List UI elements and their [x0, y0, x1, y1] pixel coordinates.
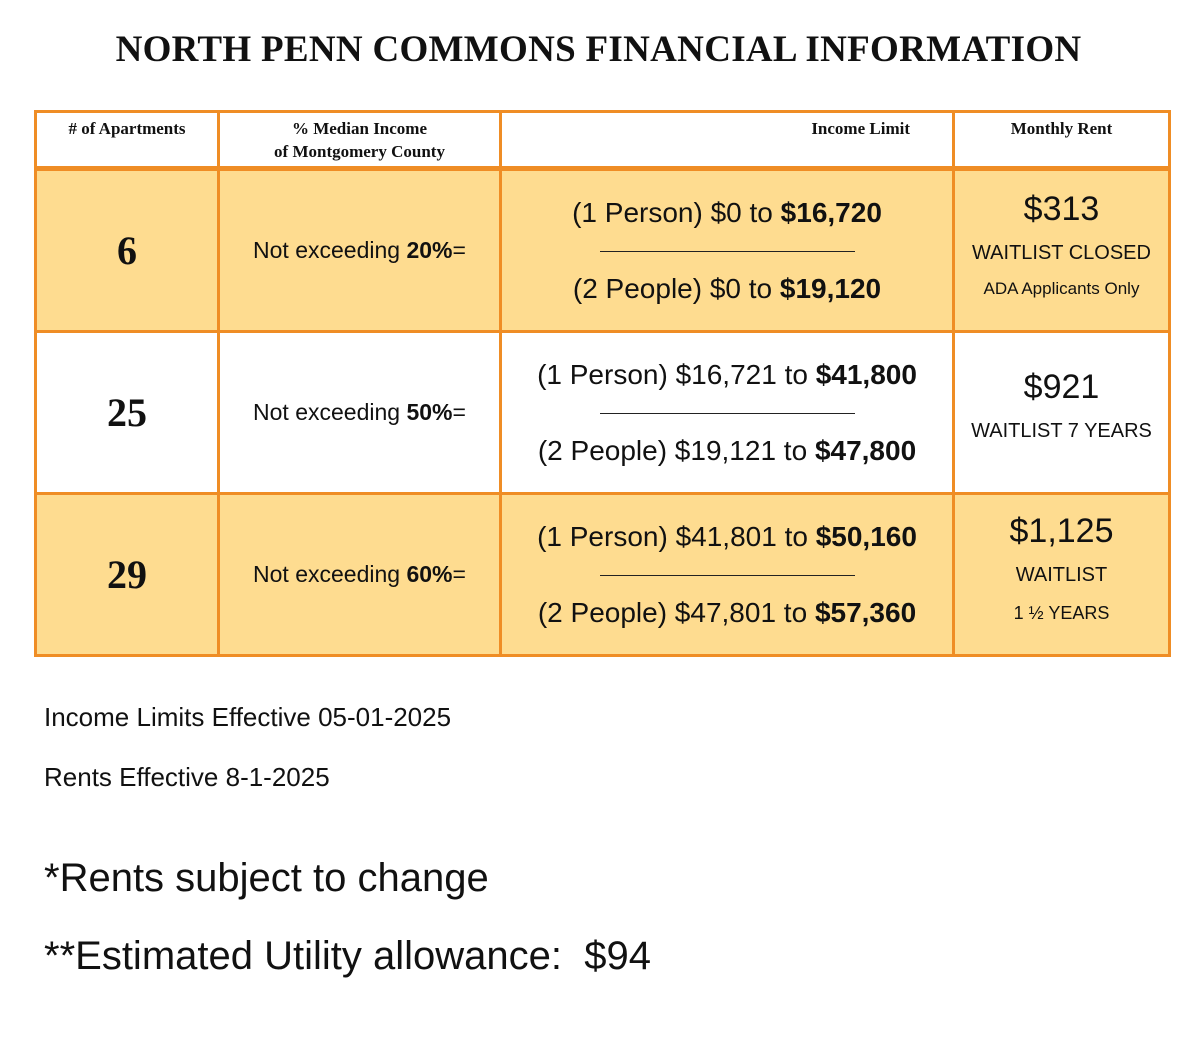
table-row: 29 Not exceeding 60%= (1 Person) $41,801…: [34, 492, 1171, 657]
one-person-max: $16,720: [780, 196, 882, 228]
two-people-limit: (2 People) $19,121 to $47,800: [502, 433, 952, 469]
rents-effective: Rents Effective 8-1-2025: [44, 762, 330, 792]
apartments-count: 6: [34, 167, 220, 333]
waitlist-note: ADA Applicants Only: [983, 278, 1140, 298]
one-person-limit: (1 Person) $41,801 to $50,160: [502, 519, 952, 555]
two-people-limit: (2 People) $47,801 to $57,360: [502, 595, 952, 631]
header-income-limit: Income Limit: [499, 110, 955, 170]
median-percent: Not exceeding 60%=: [217, 492, 502, 657]
two-people-prefix: (2 People) $47,801 to: [537, 596, 815, 628]
header-median-line1: % Median Income: [291, 119, 428, 138]
waitlist-note: 1 ½ YEARS: [1013, 602, 1110, 623]
one-person-prefix: (1 Person) $16,721 to: [537, 358, 816, 390]
header-monthly-rent: Monthly Rent: [952, 110, 1171, 170]
rent-amount: $1,125: [1009, 511, 1114, 550]
two-people-prefix: (2 People) $19,121 to: [537, 434, 815, 466]
income-limit-cell: (1 Person) $0 to $16,720 (2 People) $0 t…: [499, 167, 955, 333]
one-person-max: $41,800: [815, 358, 917, 390]
apartments-count: 29: [34, 492, 220, 657]
financial-table: # of Apartments % Median Income of Montg…: [34, 110, 1171, 657]
income-limit-cell: (1 Person) $16,721 to $41,800 (2 People)…: [499, 330, 955, 495]
one-person-limit: (1 Person) $0 to $16,720: [502, 195, 952, 231]
divider-line: [599, 250, 855, 252]
waitlist-status: WAITLIST: [1015, 563, 1108, 586]
table-row: 6 Not exceeding 20%= (1 Person) $0 to $1…: [34, 167, 1171, 333]
pct-suffix: =: [452, 561, 466, 587]
monthly-rent-cell: $313 WAITLIST CLOSED ADA Applicants Only: [952, 167, 1171, 333]
table-header-row: # of Apartments % Median Income of Montg…: [34, 110, 1171, 170]
rents-change-note: *Rents subject to change: [44, 856, 489, 900]
two-people-max: $57,360: [814, 596, 917, 628]
median-percent: Not exceeding 50%=: [217, 330, 502, 495]
pct-value: 60%: [406, 561, 453, 587]
pct-prefix: Not exceeding: [253, 399, 407, 425]
rent-amount: $313: [1023, 189, 1100, 228]
header-apartments: # of Apartments: [34, 110, 220, 170]
income-limit-cell: (1 Person) $41,801 to $50,160 (2 People)…: [499, 492, 955, 657]
pct-suffix: =: [452, 237, 466, 263]
median-percent: Not exceeding 20%=: [217, 167, 502, 333]
rent-amount: $921: [1023, 367, 1100, 406]
header-median-income: % Median Income of Montgomery County: [217, 110, 502, 170]
one-person-prefix: (1 Person) $0 to: [572, 196, 781, 228]
one-person-prefix: (1 Person) $41,801 to: [537, 520, 816, 552]
divider-line: [599, 412, 855, 414]
one-person-limit: (1 Person) $16,721 to $41,800: [502, 357, 952, 393]
monthly-rent-cell: $921 WAITLIST 7 YEARS: [952, 330, 1171, 495]
pct-value: 20%: [406, 237, 453, 263]
pct-prefix: Not exceeding: [253, 237, 407, 263]
utility-allowance-note: **Estimated Utility allowance: $94: [44, 934, 651, 978]
table-row: 25 Not exceeding 50%= (1 Person) $16,721…: [34, 330, 1171, 495]
pct-suffix: =: [452, 399, 466, 425]
pct-value: 50%: [406, 399, 453, 425]
header-median-line2: of Montgomery County: [274, 142, 445, 161]
page-title: NORTH PENN COMMONS FINANCIAL INFORMATION: [115, 29, 1082, 70]
one-person-max: $50,160: [815, 520, 917, 552]
waitlist-status: WAITLIST 7 YEARS: [971, 419, 1152, 442]
income-limits-effective: Income Limits Effective 05-01-2025: [44, 702, 452, 732]
two-people-max: $47,800: [814, 434, 917, 466]
two-people-prefix: (2 People) $0 to: [572, 272, 780, 304]
two-people-max: $19,120: [779, 272, 882, 304]
two-people-limit: (2 People) $0 to $19,120: [502, 271, 952, 307]
pct-prefix: Not exceeding: [253, 561, 407, 587]
waitlist-status: WAITLIST CLOSED: [972, 241, 1151, 264]
divider-line: [599, 574, 855, 576]
monthly-rent-cell: $1,125 WAITLIST 1 ½ YEARS: [952, 492, 1171, 657]
apartments-count: 25: [34, 330, 220, 495]
